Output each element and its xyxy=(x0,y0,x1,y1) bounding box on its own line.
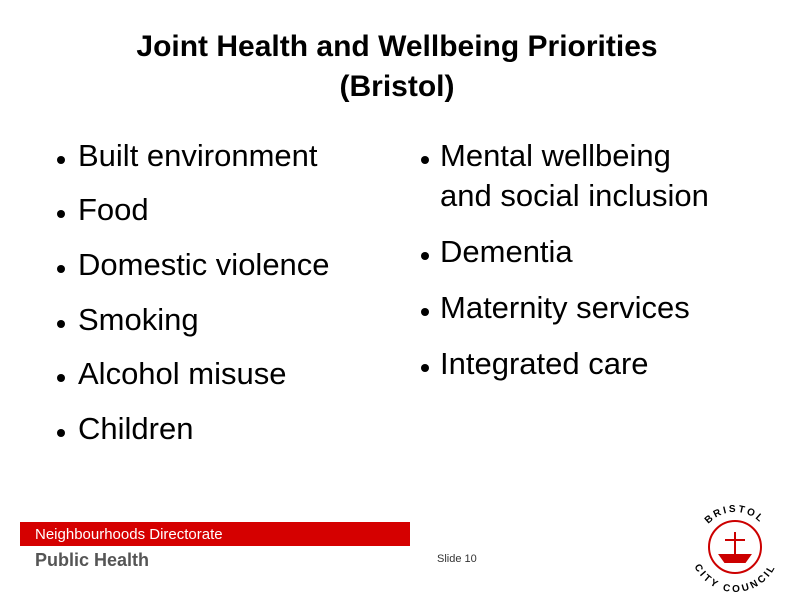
bullet xyxy=(57,210,65,218)
logo-ship xyxy=(718,532,752,563)
bullet xyxy=(421,252,429,260)
logo-ring xyxy=(708,520,762,574)
bullet xyxy=(421,364,429,372)
bullet xyxy=(421,308,429,316)
footer-bar xyxy=(20,522,410,546)
bullet xyxy=(57,320,65,328)
slide-number: Slide 10 xyxy=(437,553,477,565)
bullet xyxy=(57,156,65,164)
bullet xyxy=(421,156,429,164)
logo-top: BRISTOL xyxy=(703,504,765,526)
bullet-text: Children xyxy=(78,411,193,446)
bullet-text: Alcohol misuse xyxy=(78,356,286,391)
logo-text: CITY COUNCIL xyxy=(692,562,778,595)
bullet-text: Dementia xyxy=(440,234,573,269)
logo: BRISTOL CITY COUNCIL xyxy=(692,504,778,595)
bullet-text: Maternity services xyxy=(440,290,690,325)
department: Public Health xyxy=(35,550,149,570)
bullet-text: Built environment xyxy=(78,138,318,173)
bullet-text: Food xyxy=(78,192,149,227)
bullet xyxy=(57,374,65,382)
directorate: Neighbourhoods Directorate xyxy=(35,526,223,543)
title-line: (Bristol) xyxy=(340,70,455,103)
bullet xyxy=(57,429,65,437)
logo-bottom: CITY COUNCIL xyxy=(692,562,776,595)
bullet-text: Integrated care xyxy=(440,346,649,381)
bullet xyxy=(57,265,65,273)
logo-text: BRISTOL xyxy=(703,504,768,526)
bullet-text: Domestic violence xyxy=(78,247,330,282)
bullet-text: and social inclusion xyxy=(440,178,709,213)
bullet-text: Smoking xyxy=(78,302,199,337)
bullet-text: Mental wellbeing xyxy=(440,138,671,173)
title-line: Joint Health and Wellbeing Priorities xyxy=(136,30,657,63)
